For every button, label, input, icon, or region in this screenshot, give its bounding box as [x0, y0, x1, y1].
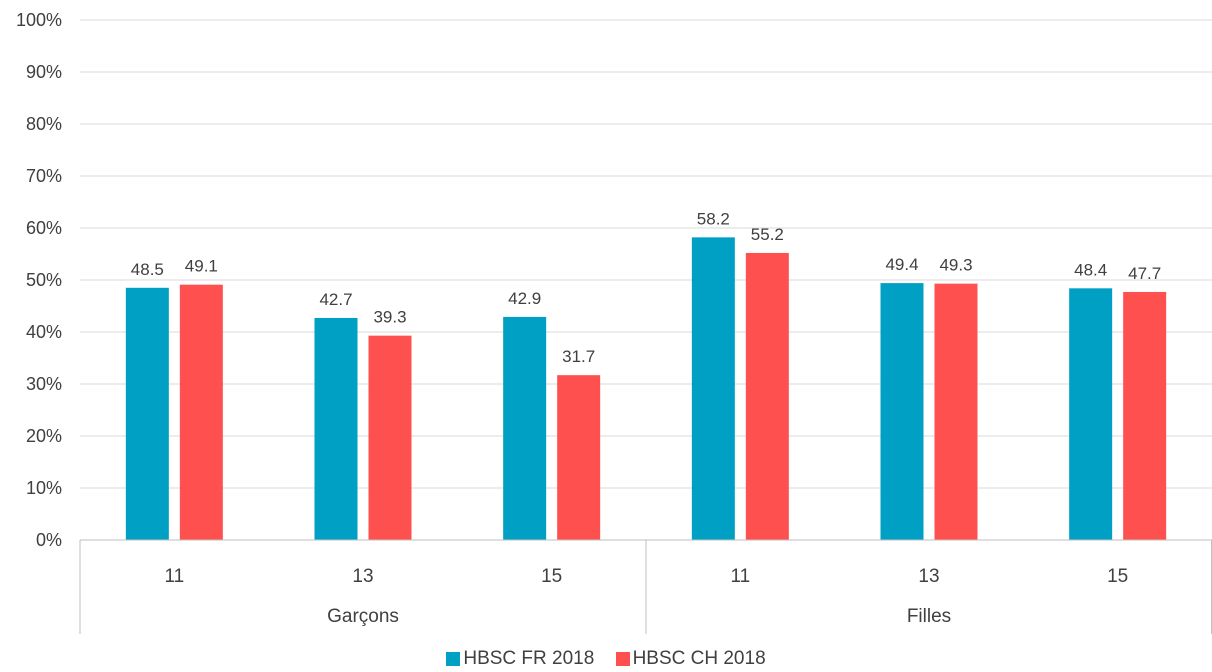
x-group-label: Garçons [327, 606, 399, 627]
bar [503, 316, 547, 540]
bar [934, 283, 978, 540]
x-category-label: 11 [164, 566, 184, 587]
data-label: 31.7 [562, 347, 595, 366]
data-label: 48.4 [1074, 260, 1107, 279]
bar [745, 252, 789, 540]
y-tick-label: 70% [26, 166, 62, 186]
bar [880, 283, 924, 540]
legend-label-fr: HBSC FR 2018 [463, 648, 595, 669]
legend-item-ch: HBSC CH 2018 [615, 648, 766, 670]
bar [125, 287, 169, 540]
x-category-label: 11 [730, 566, 750, 587]
bar [1123, 291, 1167, 540]
x-category-label: 15 [1107, 566, 1128, 587]
legend-swatch-ch [615, 652, 630, 666]
legend-item-fr: HBSC FR 2018 [446, 648, 594, 670]
y-tick-label: 50% [26, 270, 62, 290]
data-label: 48.5 [131, 260, 164, 279]
y-tick-label: 30% [26, 374, 62, 394]
bar [691, 237, 735, 541]
data-label: 39.3 [373, 308, 406, 327]
y-tick-label: 10% [26, 478, 62, 498]
y-tick-label: 20% [26, 426, 62, 446]
y-tick-label: 40% [26, 322, 62, 342]
y-tick-label: 0% [36, 530, 62, 550]
data-label: 49.3 [939, 256, 972, 275]
data-label: 49.1 [185, 257, 218, 276]
bars [125, 237, 1167, 541]
y-axis-tick-labels: 0% 10% 20% 30% 40% 50% 60% 70% 80% 90% 100% [16, 10, 62, 550]
data-label: 55.2 [751, 225, 784, 244]
bar [179, 284, 223, 540]
x-category-label: 13 [352, 566, 373, 587]
bar-chart-svg: 0% 10% 20% 30% 40% 50% 60% 70% 80% 90% 100% 48.5 49… [16, 10, 1212, 634]
data-label: 49.4 [885, 255, 918, 274]
y-tick-label: 60% [26, 218, 62, 238]
data-label: 42.7 [319, 290, 352, 309]
data-labels: 48.5 49.1 42.7 39.3 42.9 31.7 58.2 55.2 49.4 49.3… [131, 209, 1161, 366]
y-tick-label: 100% [16, 10, 62, 30]
data-label: 58.2 [697, 209, 730, 228]
bar [368, 335, 412, 540]
legend-label-ch: HBSC CH 2018 [632, 648, 766, 669]
bar [557, 375, 601, 540]
legend-swatch-fr [446, 652, 461, 666]
bar [1069, 288, 1113, 540]
data-label: 47.7 [1128, 264, 1161, 283]
gridlines [80, 19, 1212, 489]
x-group-label: Filles [907, 606, 951, 627]
data-label: 42.9 [508, 289, 541, 308]
x-category-label: 13 [918, 566, 939, 587]
y-tick-label: 90% [26, 62, 62, 82]
x-axis: 11 13 15 11 13 15 Garçons Filles [79, 539, 1212, 634]
y-tick-label: 80% [26, 114, 62, 134]
legend: HBSC FR 2018 HBSC CH 2018 [0, 648, 1212, 672]
bar [314, 317, 358, 540]
x-category-label: 15 [541, 566, 562, 587]
